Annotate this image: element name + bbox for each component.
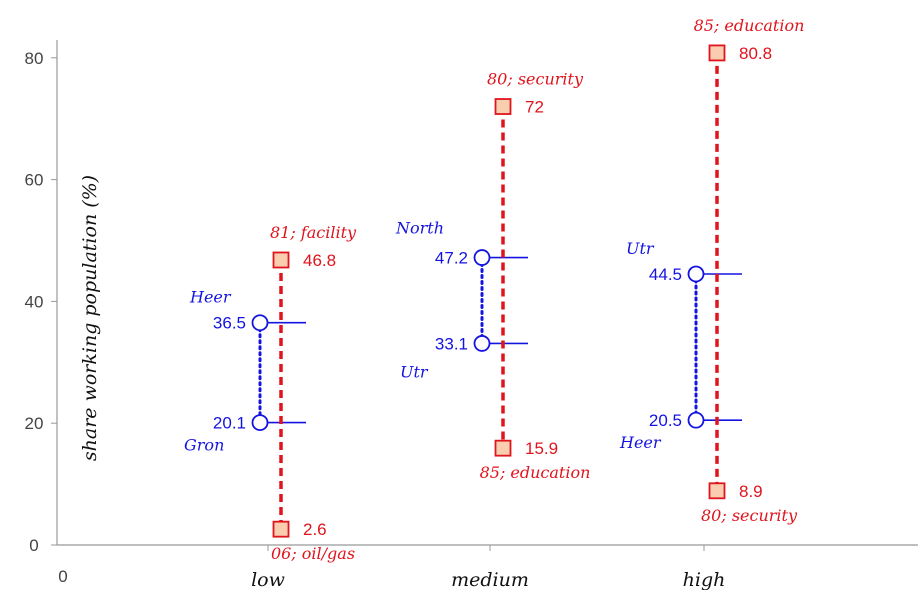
- y-tick-label: 60: [25, 171, 44, 190]
- sector-max-value: 46.8: [303, 251, 336, 270]
- sector-min-value: 15.9: [525, 439, 558, 458]
- y-ticks: 0 20 40 60 80: [25, 49, 57, 555]
- region-min-label: Gron: [184, 436, 224, 455]
- y-tick-label: 80: [25, 49, 44, 68]
- y-axis-label: share working population (%): [79, 175, 101, 461]
- x-origin-label: 0: [58, 567, 67, 586]
- region-min-value: 20.1: [213, 414, 246, 433]
- region-min-value: 20.5: [649, 411, 682, 430]
- axes: [56, 40, 918, 546]
- region-max-label: Heer: [189, 288, 232, 307]
- sector-max-marker: [708, 44, 726, 62]
- region-max-marker: [687, 265, 705, 283]
- y-tick-label: 40: [25, 292, 44, 311]
- sector-max-marker: [272, 251, 290, 269]
- region-max-label: Utr: [626, 239, 655, 258]
- region-max-label: North: [395, 219, 444, 238]
- sector-max-label: 81; facility: [270, 223, 357, 242]
- region-max-value: 44.5: [649, 265, 682, 284]
- region-min-label: Utr: [400, 362, 429, 381]
- y-tick-label: 0: [29, 536, 38, 555]
- sector-max-label: 80; security: [487, 70, 584, 89]
- sector-max-value: 72: [525, 98, 544, 117]
- sector-max-label: 85; education: [694, 16, 805, 35]
- sector-min-marker: [708, 482, 726, 500]
- sector-min-value: 8.9: [739, 482, 763, 501]
- sector-max-value: 80.8: [739, 44, 772, 63]
- sector-min-value: 2.6: [303, 520, 327, 539]
- x-category-label: medium: [451, 569, 529, 590]
- region-min-marker: [687, 411, 705, 429]
- x-categories: 0 low medium high: [58, 545, 725, 590]
- region-min-marker: [251, 414, 269, 431]
- sector-min-label: 80; security: [701, 506, 798, 525]
- sector-min-label: 85; education: [480, 463, 591, 482]
- plot-marks: 36.5 20.1 Heer Gron 47.2 33.1 North Utr 44.5 20.5…: [184, 16, 804, 563]
- x-category-label: low: [251, 569, 285, 590]
- region-max-value: 47.2: [435, 249, 468, 268]
- region-min-value: 33.1: [435, 334, 468, 353]
- x-category-label: high: [683, 569, 726, 590]
- sector-max-marker: [494, 98, 512, 115]
- sector-min-marker: [494, 439, 512, 457]
- region-max-marker: [473, 249, 491, 266]
- sector-min-label: 06; oil/gas: [271, 544, 355, 563]
- region-max-marker: [251, 314, 269, 332]
- region-max-value: 36.5: [213, 314, 246, 333]
- sector-min-marker: [272, 520, 290, 538]
- y-tick-label: 20: [25, 414, 44, 433]
- region-min-label: Heer: [619, 433, 662, 452]
- region-min-marker: [473, 335, 491, 352]
